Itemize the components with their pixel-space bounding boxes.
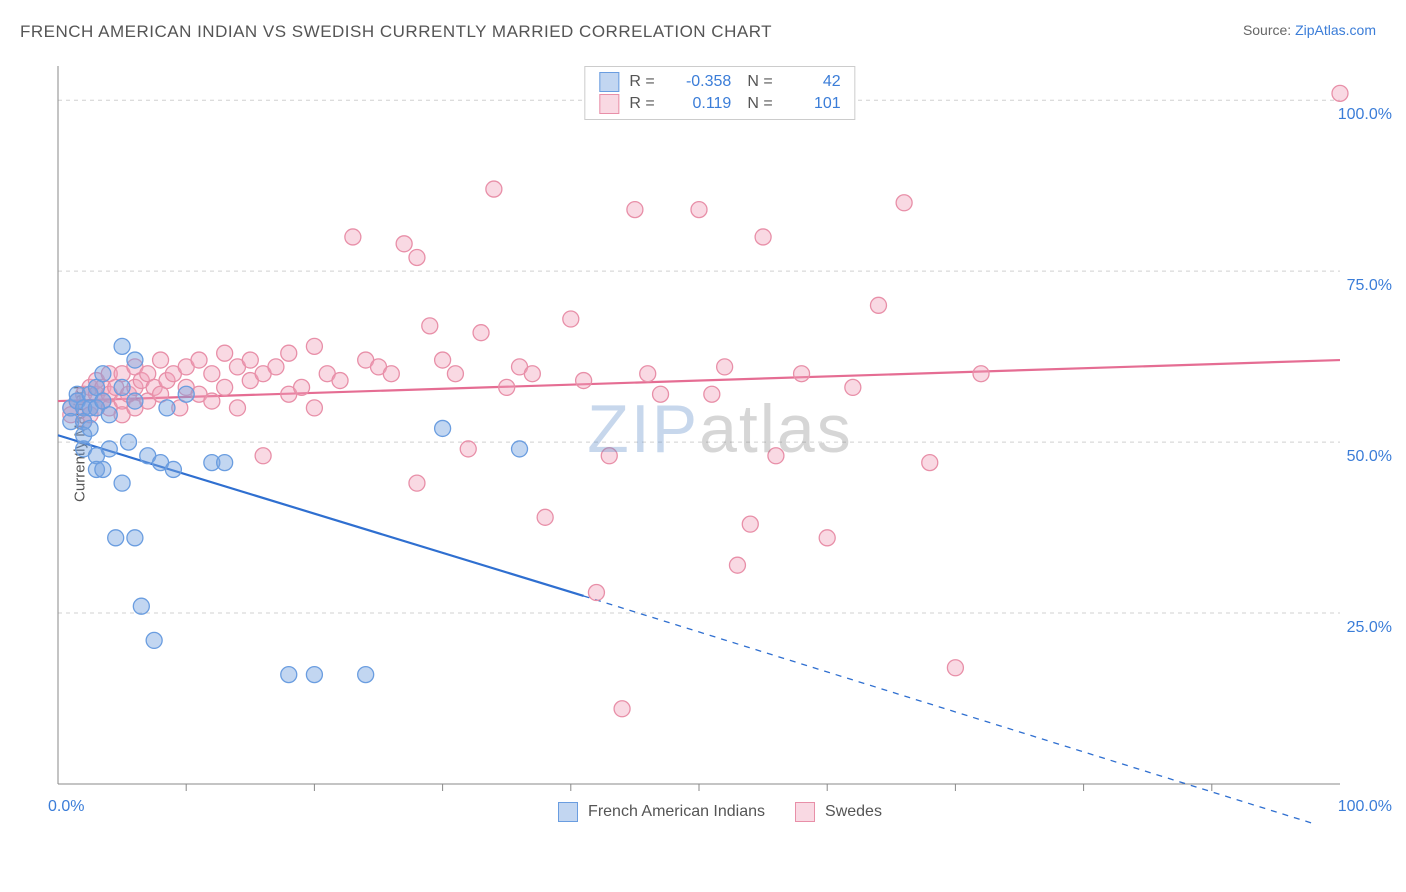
n-label: N =	[747, 95, 772, 113]
r-label: R =	[629, 95, 663, 113]
r-label: R =	[629, 73, 663, 91]
legend-item: French American Indians	[558, 802, 765, 822]
r-value: -0.358	[671, 73, 731, 91]
legend-swatch-icon	[599, 94, 619, 114]
y-tick-label: 75.0%	[1347, 277, 1392, 295]
r-value: 0.119	[671, 95, 731, 113]
legend-swatch-icon	[599, 72, 619, 92]
y-tick-label: 25.0%	[1347, 619, 1392, 637]
source-attribution: Source: ZipAtlas.com	[1243, 22, 1376, 38]
y-tick-label: 100.0%	[1338, 106, 1392, 124]
legend-row: R = 0.119 N = 101	[599, 93, 840, 115]
legend-label: French American Indians	[588, 803, 765, 821]
n-value: 42	[781, 73, 841, 91]
source-link[interactable]: ZipAtlas.com	[1295, 22, 1376, 38]
series-legend: French American Indians Swedes	[50, 802, 1390, 822]
chart-title: FRENCH AMERICAN INDIAN VS SWEDISH CURREN…	[20, 22, 772, 42]
source-prefix: Source:	[1243, 22, 1295, 38]
legend-item: Swedes	[795, 802, 882, 822]
chart-area: Currently Married ZIPatlas R = -0.358 N …	[50, 64, 1390, 824]
legend-row: R = -0.358 N = 42	[599, 71, 840, 93]
correlation-legend: R = -0.358 N = 42 R = 0.119 N = 101	[584, 66, 855, 120]
legend-swatch-icon	[795, 802, 815, 822]
legend-swatch-icon	[558, 802, 578, 822]
scatter-plot	[50, 64, 1390, 824]
y-tick-label: 50.0%	[1347, 448, 1392, 466]
n-value: 101	[781, 95, 841, 113]
legend-label: Swedes	[825, 803, 882, 821]
n-label: N =	[747, 73, 772, 91]
